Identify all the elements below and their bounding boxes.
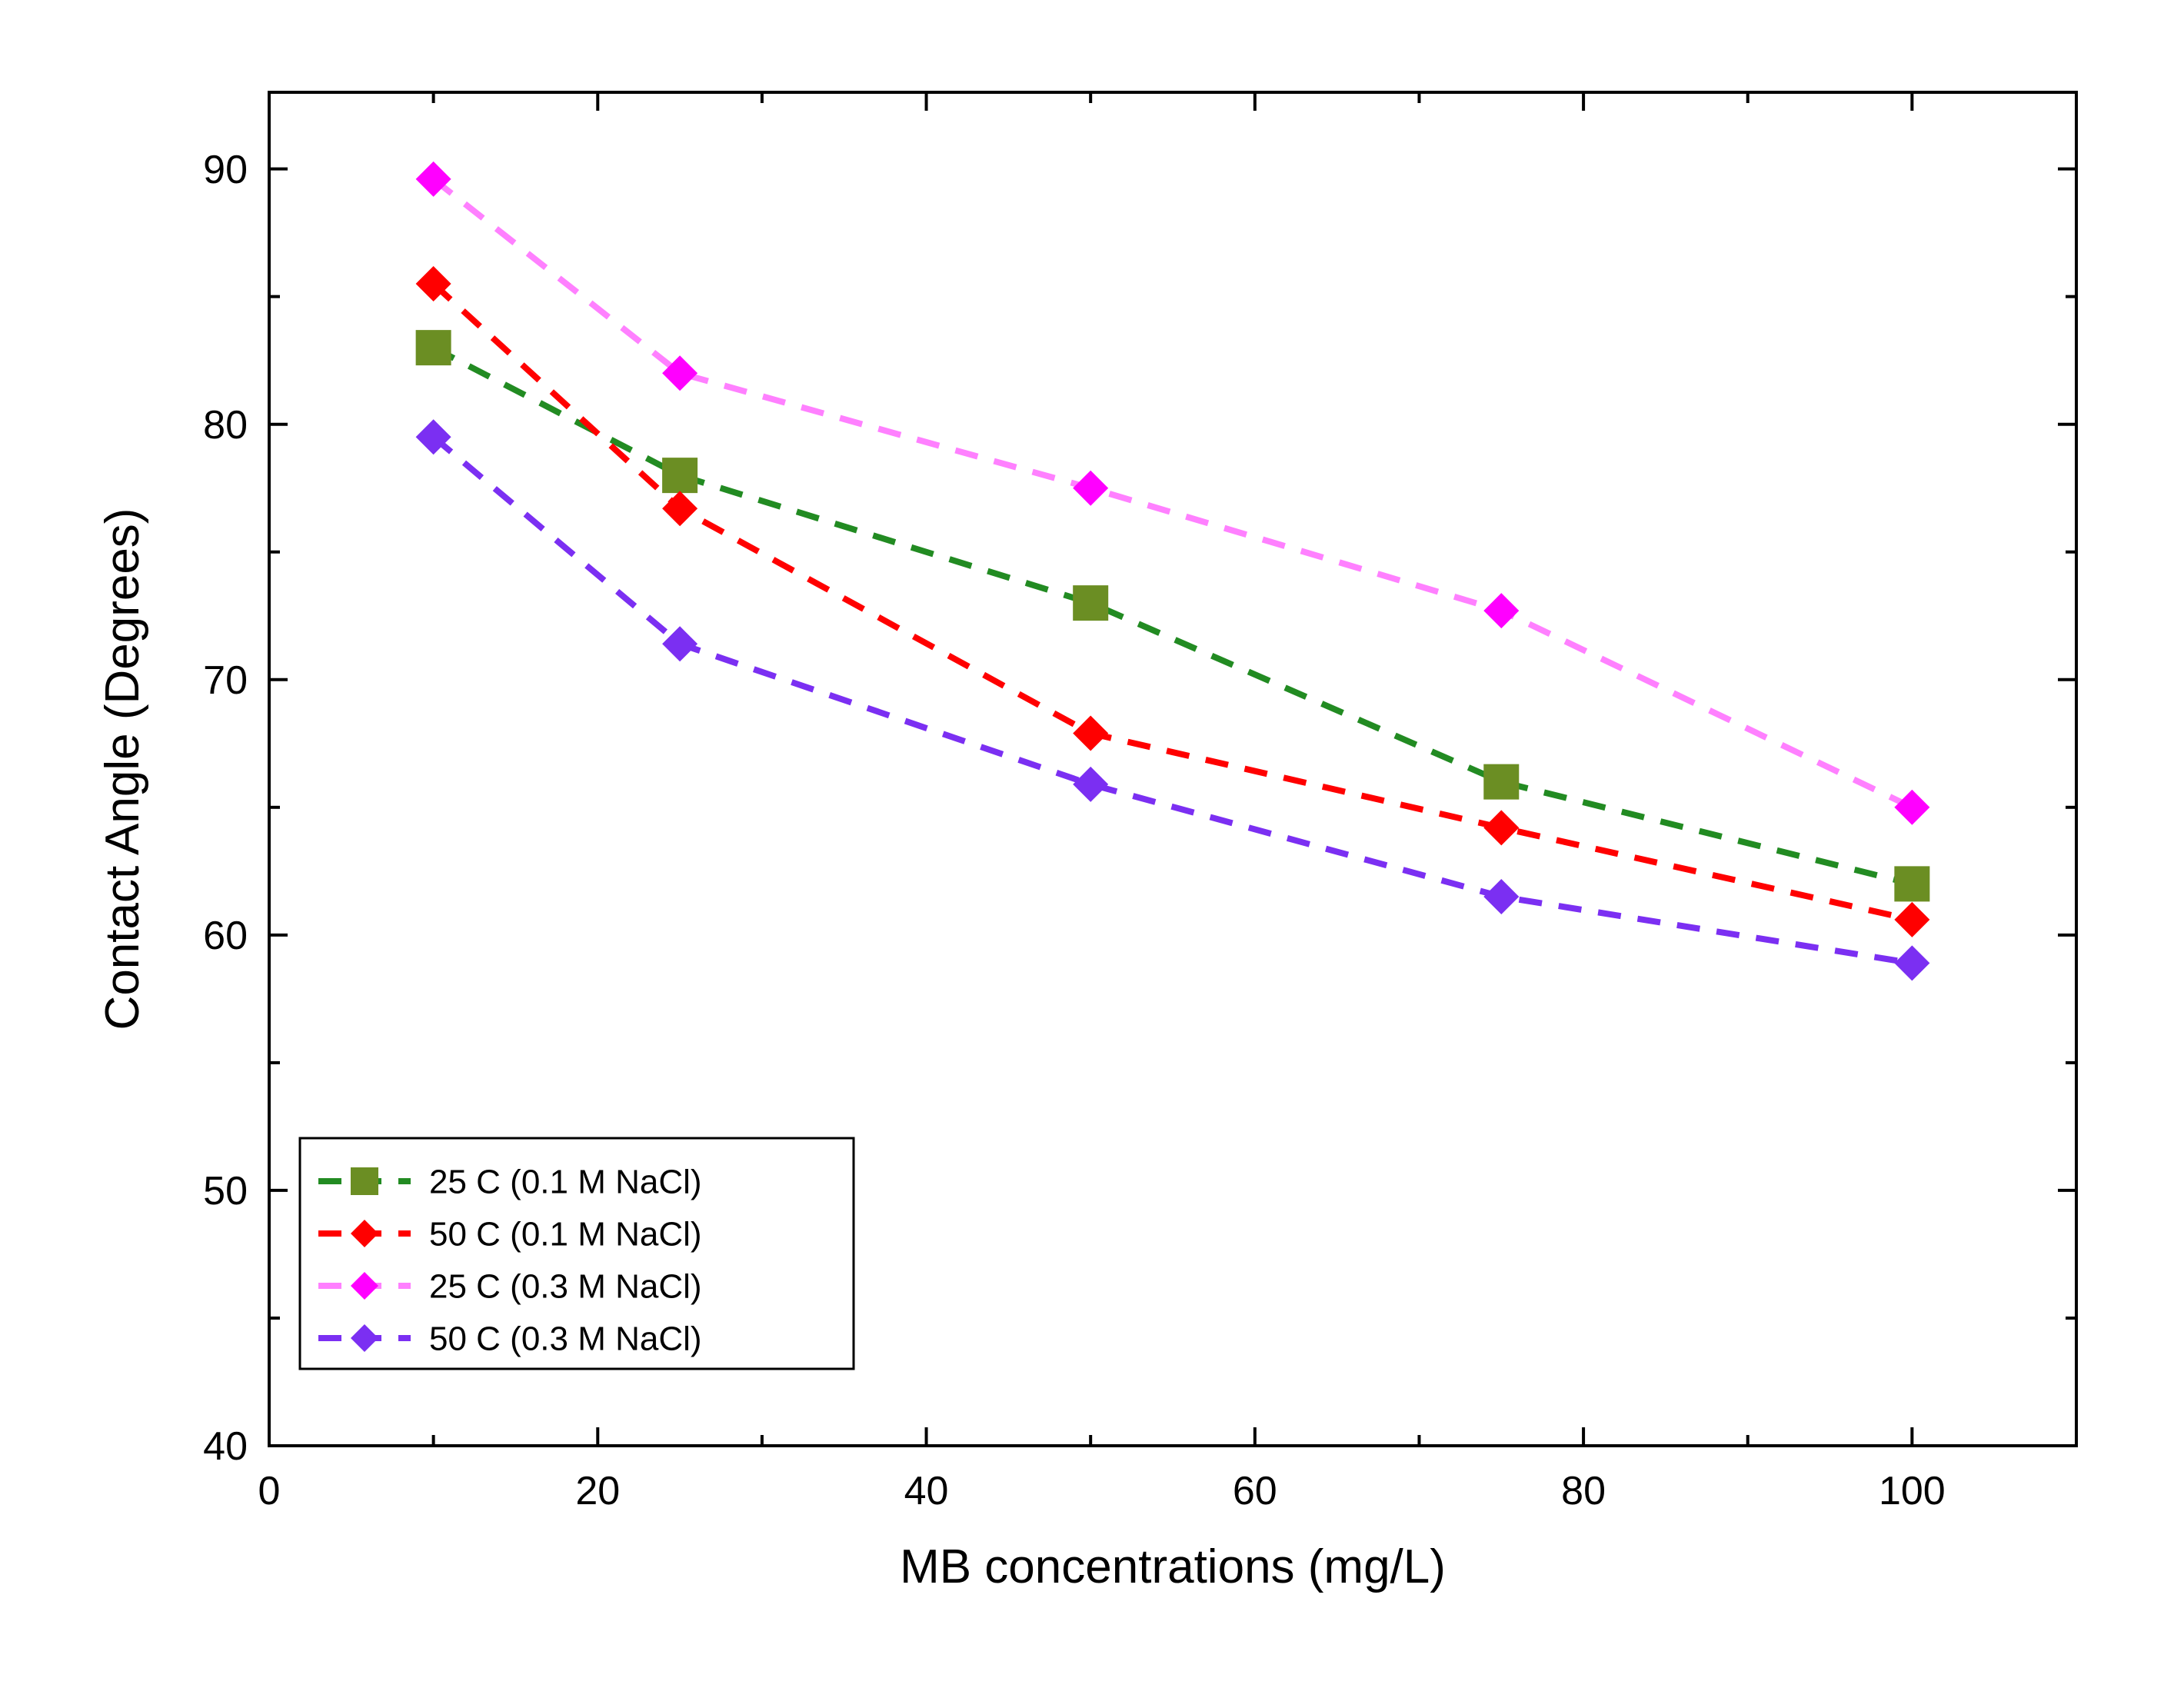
y-tick-label: 60 xyxy=(203,914,248,958)
contact-angle-chart: 0 20 40 60 80 100 40 50 60 70 80 90 MB concentration… xyxy=(0,0,2184,1698)
x-tick-label: 60 xyxy=(1233,1469,1277,1513)
y-tick-label: 70 xyxy=(203,658,248,703)
series-marker-s1 xyxy=(1894,866,1929,901)
series-marker-s1 xyxy=(1073,585,1108,621)
legend-label-s1: 25 C (0.1 M NaCl) xyxy=(429,1163,702,1200)
legend-label-s2: 50 C (0.1 M NaCl) xyxy=(429,1215,702,1253)
y-tick-label: 50 xyxy=(203,1169,248,1214)
x-tick-label: 0 xyxy=(258,1469,281,1513)
y-tick-label: 80 xyxy=(203,403,248,448)
series-marker-s1 xyxy=(662,458,697,493)
x-tick-label: 40 xyxy=(904,1469,949,1513)
x-axis-label: MB concentrations (mg/L) xyxy=(900,1540,1446,1593)
series-marker-s1 xyxy=(1483,764,1519,800)
chart-container: 0 20 40 60 80 100 40 50 60 70 80 90 MB concentration… xyxy=(0,0,2184,1698)
x-tick-label: 80 xyxy=(1561,1469,1606,1513)
legend-label-s4: 50 C (0.3 M NaCl) xyxy=(429,1320,702,1357)
series-marker-s1 xyxy=(416,330,451,365)
legend-label-s3: 25 C (0.3 M NaCl) xyxy=(429,1267,702,1305)
x-tick-label: 20 xyxy=(575,1469,620,1513)
x-tick-label: 100 xyxy=(1879,1469,1946,1513)
legend-marker-s1 xyxy=(351,1167,378,1195)
y-tick-label: 90 xyxy=(203,148,248,192)
y-tick-label: 40 xyxy=(203,1424,248,1469)
y-axis-label: Contact Angle (Degrees) xyxy=(96,508,149,1030)
